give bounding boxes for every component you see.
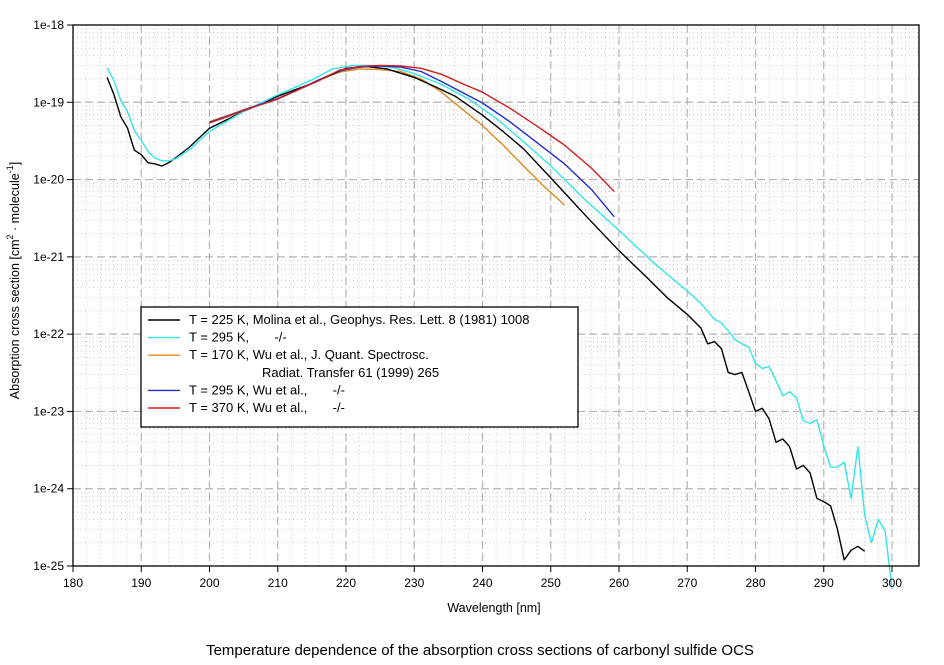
x-tick-label: 210 [268, 576, 288, 590]
series-line-1 [106, 64, 893, 590]
x-axis-label: Wavelength [nm] [447, 601, 540, 615]
x-tick-label: 230 [404, 576, 424, 590]
legend-box [140, 306, 579, 428]
grid-minor [73, 25, 919, 566]
legend-label: T = 370 K, Wu et al., -/- [189, 400, 345, 415]
legend-label: T = 170 K, Wu et al., J. Quant. Spectros… [189, 347, 429, 362]
legend-label: T = 295 K, -/- [189, 330, 287, 345]
x-tick-label: 270 [677, 576, 697, 590]
y-tick-label: 1e-22 [33, 327, 64, 341]
legend-item: T = 170 K, Wu et al., J. Quant. Spectros… [148, 347, 439, 380]
y-axis-label-sup1: 2 [5, 234, 15, 239]
y-tick-label: 1e-21 [33, 250, 64, 264]
y-tick-label: 1e-19 [33, 95, 64, 109]
x-tick-label: 290 [814, 576, 834, 590]
legend: T = 225 K, Molina et al., Geophys. Res. … [140, 306, 579, 428]
series-line-4 [209, 64, 615, 192]
x-tick-label: 190 [131, 576, 151, 590]
y-axis-label: Absorption cross section [cm2 · molecule… [5, 162, 22, 399]
x-tick-label: 250 [541, 576, 561, 590]
x-tick-label: 300 [882, 576, 902, 590]
y-tick-label: 1e-25 [33, 559, 64, 573]
y-axis-label-end: ] [8, 162, 22, 165]
x-tick-label: 180 [63, 576, 83, 590]
x-tick-label: 220 [336, 576, 356, 590]
legend-label: T = 225 K, Molina et al., Geophys. Res. … [189, 312, 530, 327]
legend-label: T = 295 K, Wu et al., -/- [189, 382, 345, 397]
legend-item: T = 295 K, -/- [148, 330, 287, 345]
x-tick-label: 260 [609, 576, 629, 590]
chart-title: Temperature dependence of the absorption… [206, 642, 754, 659]
y-axis-ticks: 1e-18 1e-19 1e-20 1e-21 1e-22 1e-23 1e-24 1e-25 [33, 18, 73, 573]
series-layer [106, 64, 893, 590]
y-tick-label: 1e-23 [33, 404, 64, 418]
y-tick-label: 1e-20 [33, 173, 64, 187]
plot-frame [72, 24, 920, 567]
y-tick-label: 1e-18 [33, 18, 64, 32]
y-tick-label: 1e-24 [33, 482, 64, 496]
y-axis-label-mid: · molecule [8, 173, 22, 234]
series-line-0 [106, 65, 866, 561]
x-tick-label: 240 [472, 576, 492, 590]
y-axis-label-sup2: -1 [5, 165, 15, 173]
legend-item: T = 295 K, Wu et al., -/- [148, 382, 345, 397]
grid-major [73, 25, 919, 566]
legend-item: T = 225 K, Molina et al., Geophys. Res. … [148, 312, 530, 327]
x-tick-label: 280 [745, 576, 765, 590]
legend-item: T = 370 K, Wu et al., -/- [148, 400, 345, 415]
x-tick-label: 200 [199, 576, 219, 590]
y-axis-label-main: Absorption cross section [cm [8, 239, 22, 399]
x-axis-ticks: 180 190 200 210 220 230 240 250 260 270 280 290 300 [63, 566, 902, 590]
legend-label: Radiat. Transfer 61 (1999) 265 [262, 365, 439, 380]
